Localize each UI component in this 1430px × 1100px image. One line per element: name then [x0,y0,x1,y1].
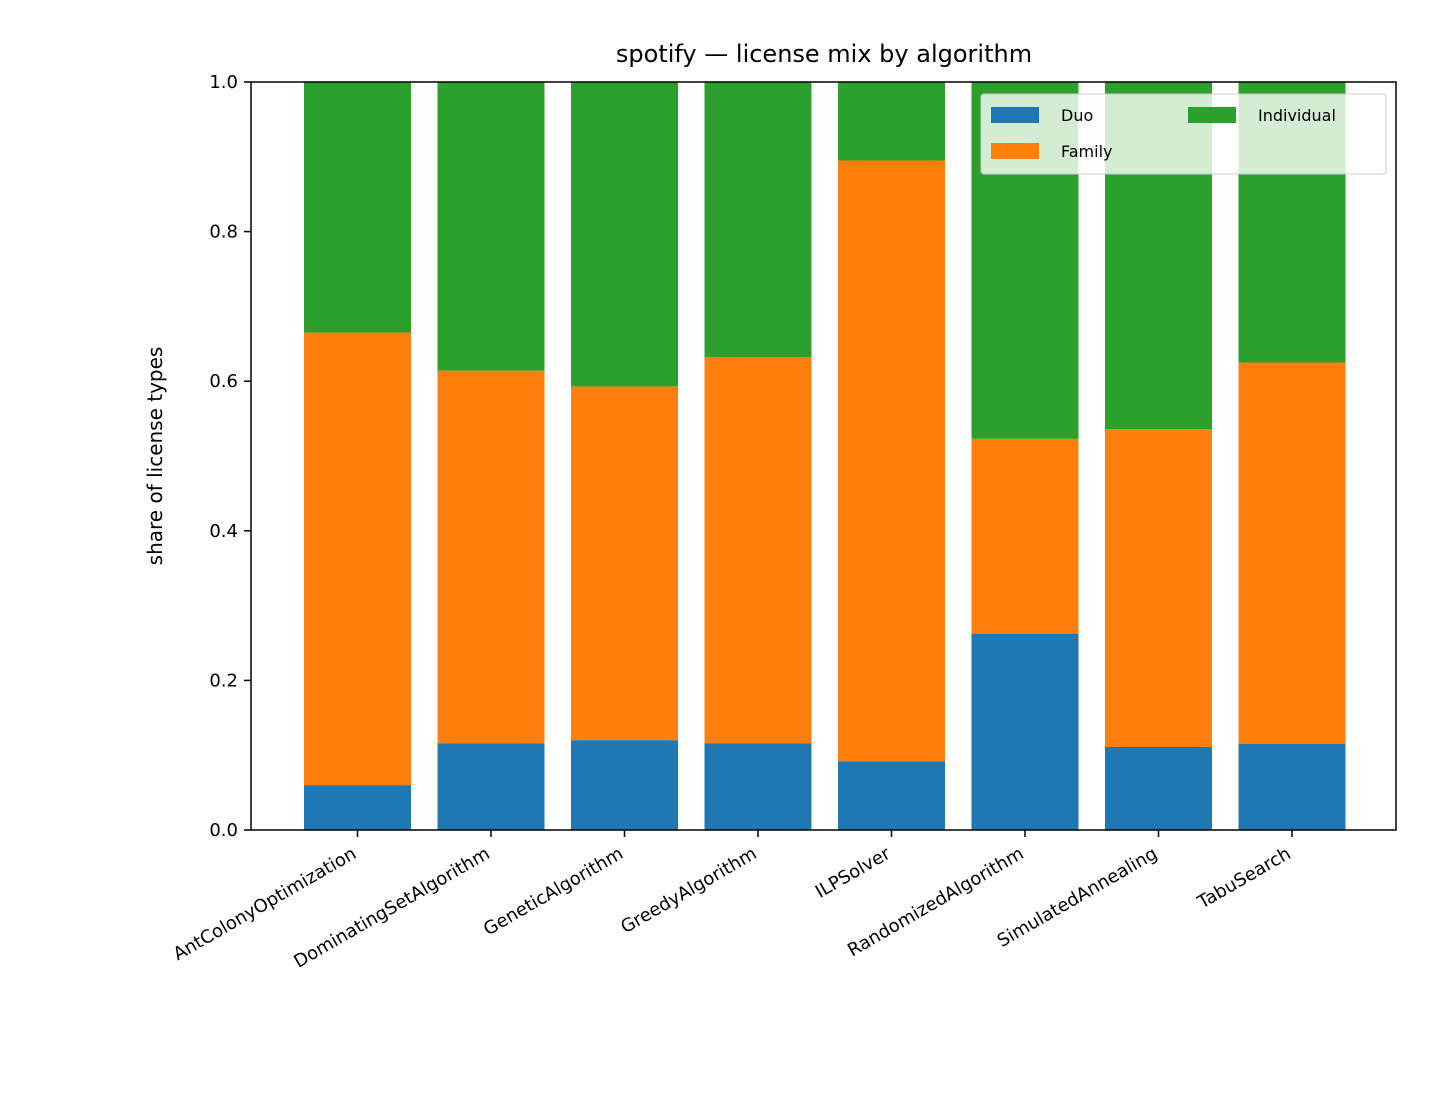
bar-family-tabusearch [1238,362,1346,744]
legend-label-duo: Duo [1061,106,1093,125]
legend-label-individual: Individual [1258,106,1336,125]
x-tick-label: TabuSearch [1193,843,1294,914]
bar-family-ilpsolver [838,160,945,762]
bar-family-simulatedannealing [1105,429,1212,747]
legend: Duo Family Individual [980,93,1387,175]
bar-family-dominatingsetalgorithm [437,370,545,744]
bar-duo-randomizedalgorithm [971,634,1079,830]
bar-duo-greedyalgorithm [704,743,812,830]
x-tick-label: ILPSolver [812,843,895,903]
y-tick-label: 0.4 [209,521,238,542]
bar-individual-dominatingsetalgorithm [437,82,545,371]
bars-group [304,82,1346,830]
y-tick-label: 0.6 [209,371,238,392]
bar-family-antcolonyoptimization [304,332,411,786]
bar-duo-tabusearch [1238,744,1346,830]
bar-family-geneticalgorithm [571,386,678,741]
bar-individual-antcolonyoptimization [304,82,411,333]
bar-duo-dominatingsetalgorithm [437,743,545,830]
x-tick-label: GeneticAlgorithm [480,843,627,940]
y-tick-label: 0.0 [209,820,238,841]
bar-individual-greedyalgorithm [704,82,812,358]
bar-duo-ilpsolver [838,761,945,830]
y-tick-label: 0.8 [209,222,238,243]
legend-label-family: Family [1061,142,1112,161]
legend-swatch-family [991,143,1039,159]
bar-individual-ilpsolver [838,82,945,161]
plot-frame [250,81,1397,831]
bar-duo-antcolonyoptimization [304,785,411,830]
bar-individual-geneticalgorithm [571,82,678,387]
chart-title: spotify — license mix by algorithm [616,40,1032,68]
x-tick-label: GreedyAlgorithm [617,843,760,938]
legend-box [980,93,1387,175]
legend-swatch-individual [1188,107,1236,123]
bar-family-greedyalgorithm [704,357,812,744]
bar-duo-geneticalgorithm [571,740,678,830]
legend-swatch-duo [991,107,1039,123]
y-tick-label: 0.2 [209,670,238,691]
bar-duo-simulatedannealing [1105,747,1212,830]
y-tick-label: 1.0 [209,72,238,93]
bar-family-randomizedalgorithm [971,438,1079,634]
y-axis-label: share of license types [143,347,167,566]
